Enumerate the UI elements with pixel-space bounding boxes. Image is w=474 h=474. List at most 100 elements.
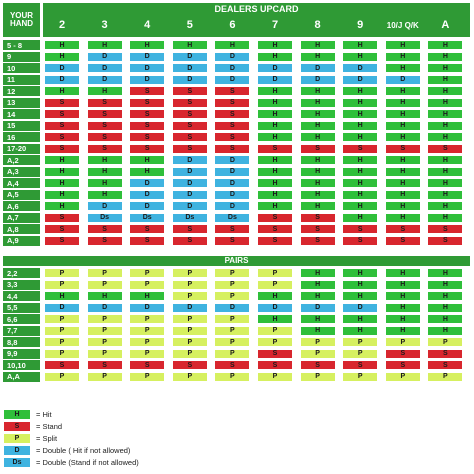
action-cell: S [130, 361, 165, 369]
legend-swatch: D [4, 446, 30, 455]
action-cell: H [172, 41, 207, 49]
action-cell: D [215, 190, 250, 199]
action-cell: D [130, 190, 165, 199]
row-label: A,5 [3, 189, 40, 200]
action-cell: H [385, 167, 420, 176]
action-cell: H [300, 179, 335, 187]
action-cell: H [130, 41, 165, 49]
action-cell: D [45, 303, 79, 312]
action-cell: S [45, 98, 79, 107]
action-cell: S [300, 213, 335, 222]
action-cell: H [45, 190, 79, 199]
action-cell: S [87, 144, 122, 153]
action-cell: P [258, 326, 292, 335]
action-cell: H [385, 202, 420, 210]
action-cell: H [343, 41, 378, 49]
action-cell: H [385, 64, 420, 72]
action-cell: D [45, 64, 79, 72]
action-cell: S [130, 110, 165, 118]
action-cell: H [343, 156, 378, 164]
action-cell: P [385, 372, 420, 381]
action-cell: H [428, 64, 463, 72]
action-cell: D [215, 64, 250, 72]
action-cell: D [172, 167, 207, 176]
action-cell: S [385, 236, 420, 245]
action-cell: S [215, 225, 250, 233]
action-cell: H [258, 87, 292, 95]
action-cell: S [172, 361, 207, 369]
action-cell: D [258, 75, 292, 84]
pairs-label: PAIRS [224, 256, 249, 265]
action-cell: S [258, 361, 292, 369]
action-cell: P [87, 315, 122, 323]
action-cell: D [300, 64, 335, 72]
action-cell: H [385, 280, 420, 289]
action-cell: H [343, 87, 378, 95]
action-cell: H [343, 133, 378, 141]
dealers-upcard-header [43, 3, 470, 37]
row-label: 4,4 [3, 291, 40, 301]
action-cell: H [428, 292, 463, 300]
action-cell: P [87, 338, 122, 346]
action-cell: H [258, 110, 292, 118]
row-label: A,7 [3, 212, 40, 223]
action-cell: S [45, 110, 79, 118]
action-cell: H [428, 98, 463, 107]
action-cell: P [130, 349, 165, 358]
legend-text: = Hit [36, 410, 52, 419]
your-hand-label: YOUR HAND [9, 11, 34, 28]
action-cell: H [428, 41, 463, 49]
action-cell: S [130, 87, 165, 95]
row-label: 14 [3, 109, 40, 119]
row-label: 11 [3, 74, 40, 85]
action-cell: P [45, 372, 79, 381]
upcard-3: 4 [144, 19, 151, 31]
action-cell: S [172, 98, 207, 107]
action-cell: H [258, 52, 292, 61]
action-cell: P [87, 349, 122, 358]
action-cell: S [428, 349, 463, 358]
action-cell: H [45, 41, 79, 49]
action-cell: S [300, 361, 335, 369]
action-cell: H [428, 110, 463, 118]
action-cell: H [343, 121, 378, 130]
action-cell: P [215, 292, 250, 300]
action-cell: D [215, 179, 250, 187]
action-cell: S [385, 225, 420, 233]
action-cell: P [215, 372, 250, 381]
action-cell: S [45, 133, 79, 141]
action-cell: D [130, 202, 165, 210]
action-cell: D [172, 202, 207, 210]
action-cell: S [130, 133, 165, 141]
action-cell: P [300, 338, 335, 346]
action-cell: H [343, 98, 378, 107]
row-label: A,A [3, 371, 40, 382]
action-cell: H [45, 179, 79, 187]
upcard-7: 8 [314, 19, 321, 31]
action-cell: P [45, 315, 79, 323]
action-cell: H [428, 75, 463, 84]
action-cell: H [258, 292, 292, 300]
action-cell: P [172, 315, 207, 323]
action-cell: H [428, 179, 463, 187]
action-cell: S [343, 361, 378, 369]
action-cell: H [428, 167, 463, 176]
action-cell: H [300, 110, 335, 118]
action-cell: H [385, 156, 420, 164]
action-cell: H [300, 292, 335, 300]
action-cell: H [428, 156, 463, 164]
action-cell: D [258, 303, 292, 312]
action-cell: H [343, 190, 378, 199]
action-cell: H [300, 269, 335, 277]
action-cell: H [87, 292, 122, 300]
action-cell: P [215, 269, 250, 277]
action-cell: H [428, 326, 463, 335]
action-cell: S [385, 361, 420, 369]
action-cell: D [215, 52, 250, 61]
action-cell: H [343, 202, 378, 210]
action-cell: H [428, 315, 463, 323]
action-cell: H [258, 167, 292, 176]
action-cell: H [300, 167, 335, 176]
row-label: A,6 [3, 201, 40, 211]
action-cell: P [215, 326, 250, 335]
